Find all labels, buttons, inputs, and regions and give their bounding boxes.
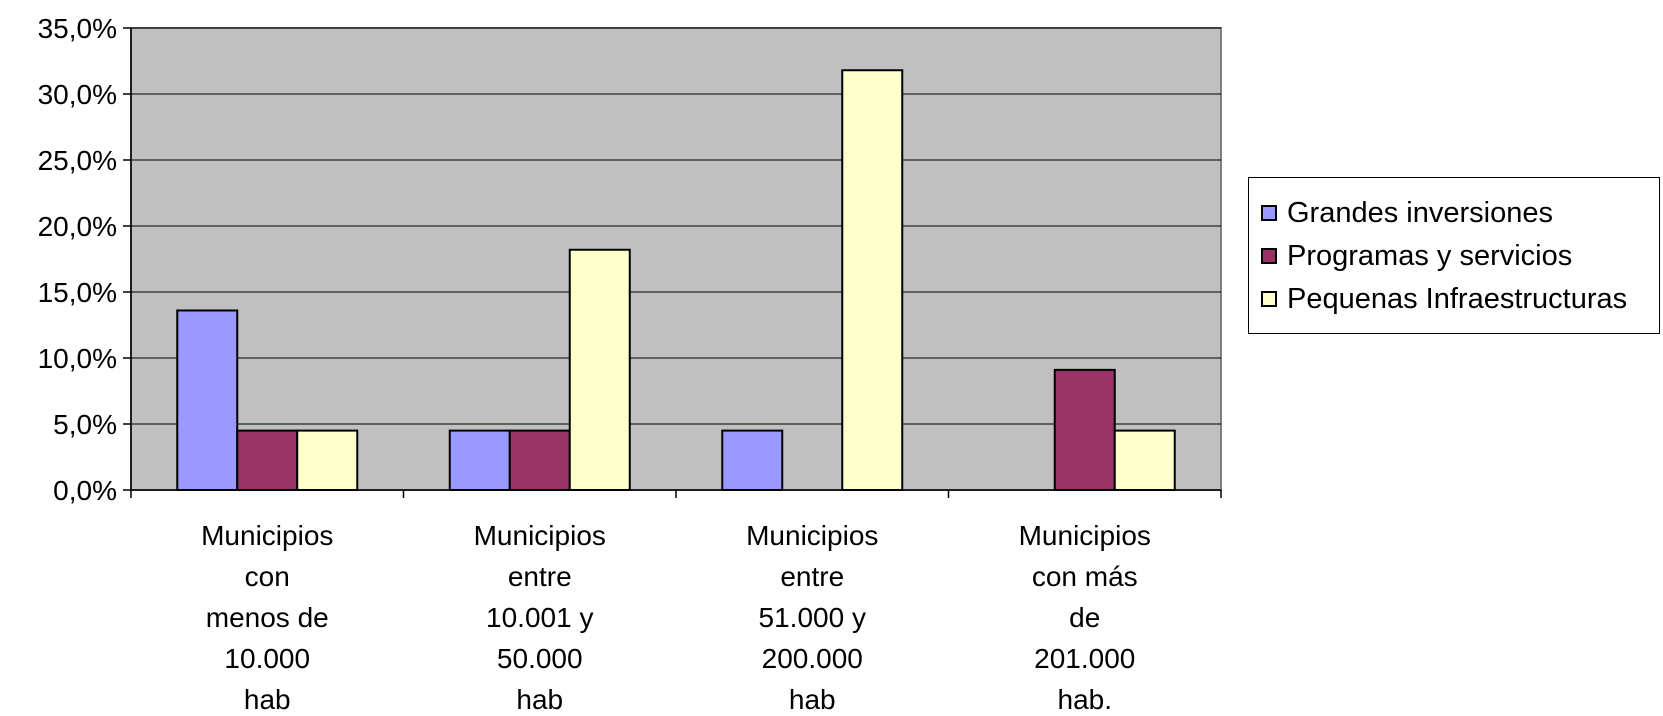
- gridlines: [131, 27, 1221, 425]
- x-category-label: 200.000: [762, 643, 863, 674]
- bar-pequenas-infraestructuras: [296, 429, 359, 492]
- x-category-label: con: [245, 561, 290, 592]
- legend-label: Grandes inversiones: [1287, 196, 1553, 229]
- y-tick-label: 10,0%: [38, 343, 117, 374]
- legend-item-programas-y-servicios: Programas y servicios: [1261, 239, 1573, 272]
- x-category-label: 51.000 y: [759, 602, 866, 633]
- x-category-label: hab: [244, 684, 291, 715]
- x-axis-category-labels: Municipios con menos de 10.000 hab Municipios…: [201, 520, 1151, 715]
- y-tick-label: 25,0%: [38, 145, 117, 176]
- axes: [123, 27, 1222, 498]
- bar-pequenas-infraestructuras: [1113, 429, 1176, 492]
- y-tick-label: 30,0%: [38, 79, 117, 110]
- x-category-label: 10.000: [224, 643, 310, 674]
- x-category-label: entre: [780, 561, 844, 592]
- legend: Grandes inversiones Programas y servicio…: [1248, 177, 1660, 334]
- legend-swatch: [1261, 248, 1277, 264]
- x-category-label: hab: [516, 684, 563, 715]
- x-category-label: Municipios: [1019, 520, 1151, 551]
- legend-swatch: [1261, 291, 1277, 307]
- x-category-label: Municipios: [201, 520, 333, 551]
- legend-swatch: [1261, 205, 1277, 221]
- bar-grandes-inversiones: [721, 429, 784, 492]
- y-tick-label: 20,0%: [38, 211, 117, 242]
- bar-pequenas-infraestructuras: [568, 248, 631, 491]
- bars: [176, 69, 1176, 492]
- y-tick-label: 35,0%: [38, 13, 117, 44]
- x-category-label: con más: [1032, 561, 1138, 592]
- x-category-label: menos de: [206, 602, 329, 633]
- y-tick-label: 0,0%: [53, 475, 117, 506]
- y-axis-tick-labels: 0,0% 5,0% 10,0% 15,0% 20,0% 25,0% 30,0% 35,0%: [38, 13, 117, 506]
- bar-grandes-inversiones: [448, 429, 511, 492]
- x-category-label: hab.: [1058, 684, 1113, 715]
- legend-item-pequenas-infraestructuras: Pequenas Infraestructuras: [1261, 282, 1628, 315]
- x-category-label: 10.001 y: [486, 602, 593, 633]
- x-category-label: de: [1069, 602, 1100, 633]
- bar-programas-y-servicios: [1053, 368, 1116, 492]
- bar-grandes-inversiones: [176, 309, 239, 492]
- legend-item-grandes-inversiones: Grandes inversiones: [1261, 196, 1553, 229]
- x-category-label: hab: [789, 684, 836, 715]
- bar-pequenas-infraestructuras: [841, 69, 904, 492]
- x-category-label: Municipios: [746, 520, 878, 551]
- y-tick-label: 15,0%: [38, 277, 117, 308]
- x-category-label: 50.000: [497, 643, 583, 674]
- x-category-label: 201.000: [1034, 643, 1135, 674]
- plot-area: [130, 27, 1222, 491]
- legend-label: Programas y servicios: [1287, 239, 1573, 272]
- bar-programas-y-servicios: [508, 429, 571, 492]
- x-category-label: entre: [508, 561, 572, 592]
- bar-programas-y-servicios: [236, 429, 299, 492]
- x-category-label: Municipios: [474, 520, 606, 551]
- y-tick-label: 5,0%: [53, 409, 117, 440]
- legend-label: Pequenas Infraestructuras: [1287, 282, 1628, 315]
